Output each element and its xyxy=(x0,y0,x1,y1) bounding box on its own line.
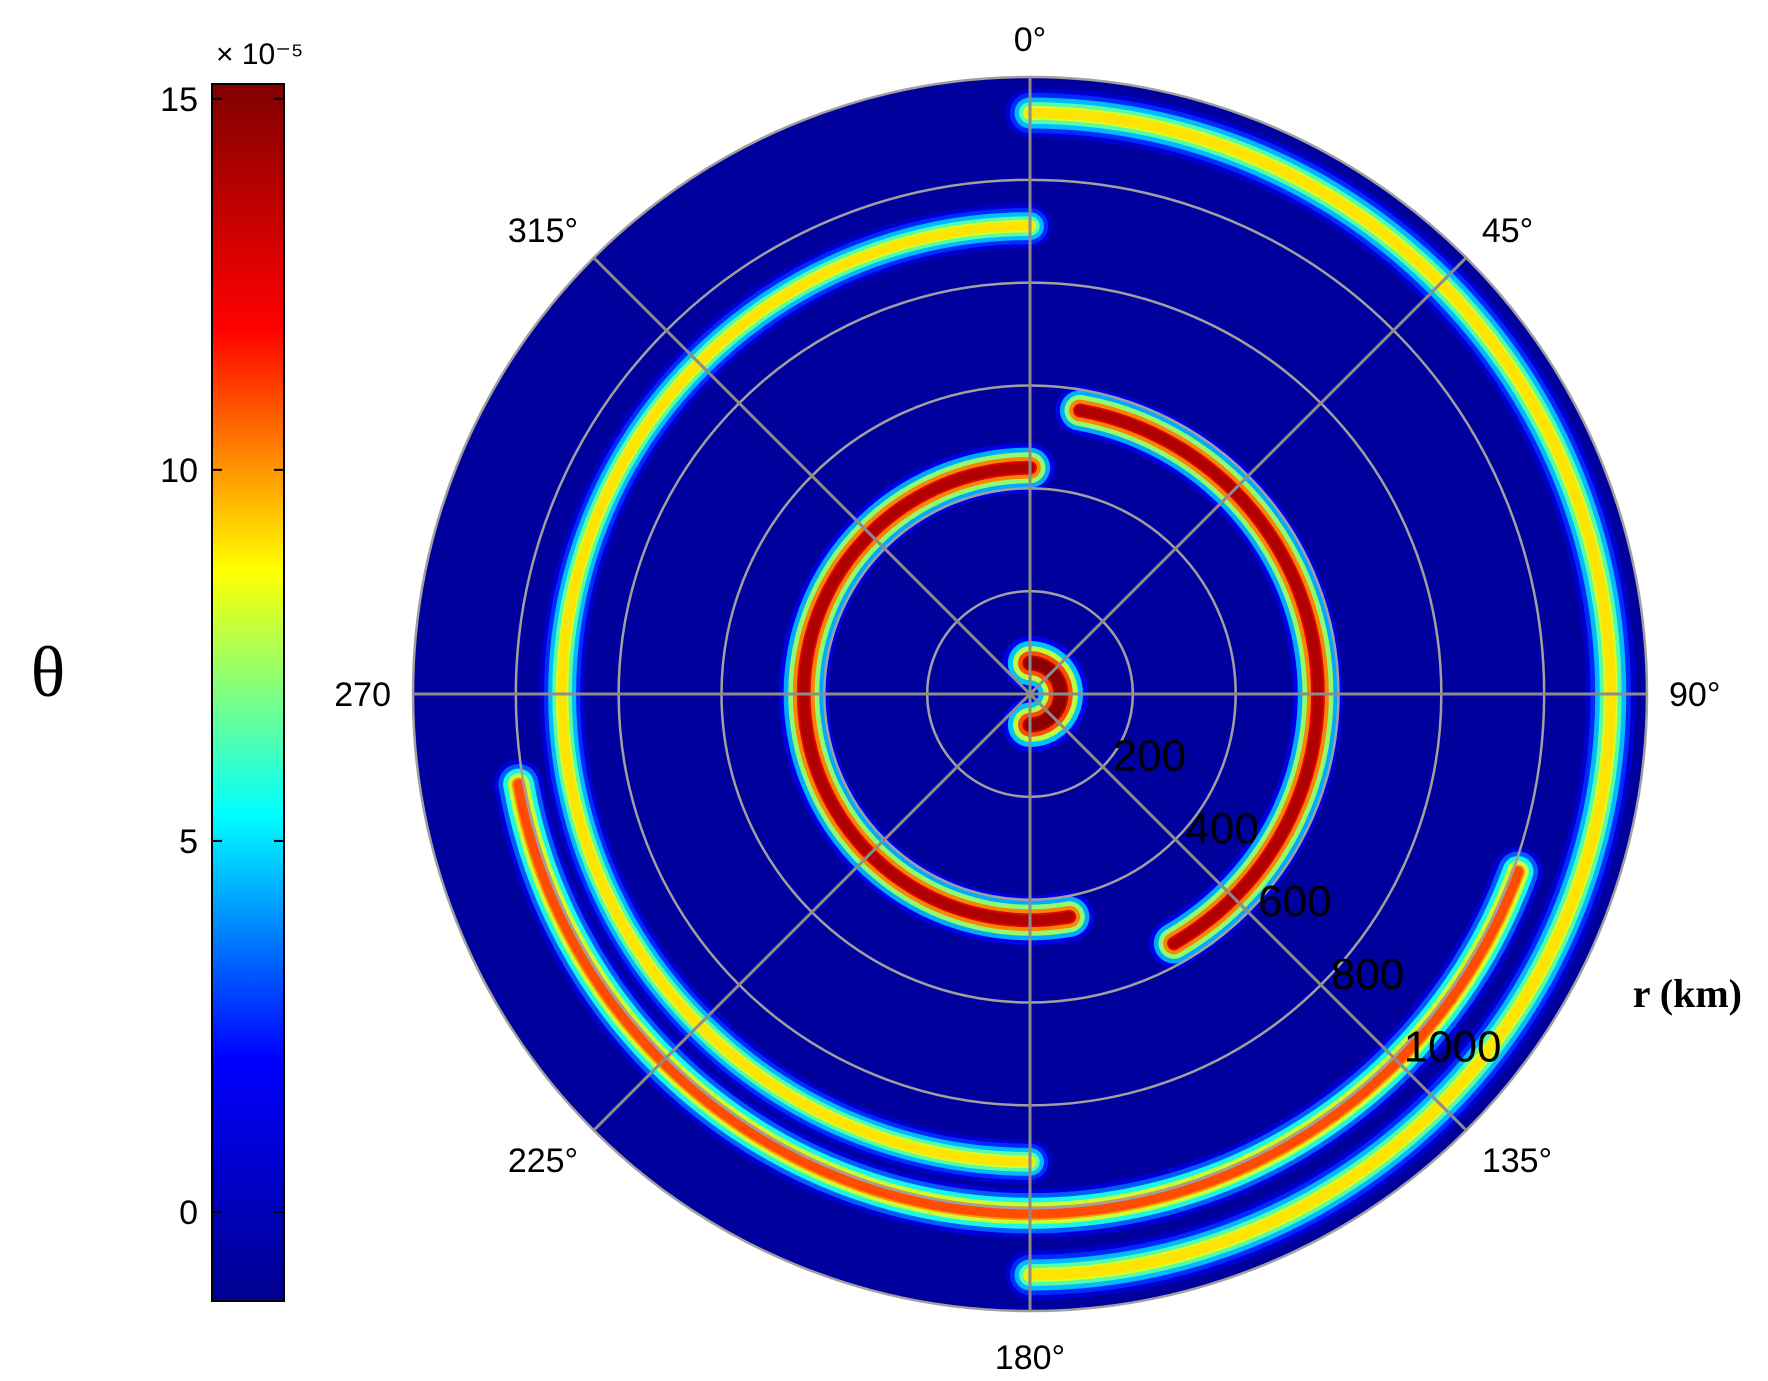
polar-grid xyxy=(411,75,1649,1313)
angular-tick-label: 45° xyxy=(1482,212,1533,250)
angular-tick-label: 180° xyxy=(995,1339,1065,1377)
radial-axis-label: r (km) xyxy=(1633,971,1742,1016)
colorbar-tick-label: 15 xyxy=(160,81,198,119)
heatmap-ring-outer-arc-south xyxy=(513,779,1524,1219)
angular-tick-label: 0° xyxy=(1014,21,1047,59)
colorbar-tick-label: 0 xyxy=(179,1194,198,1232)
radial-tick-label: 800 xyxy=(1331,950,1404,999)
colorbar: 15 10 5 0 × 10⁻⁵ θ xyxy=(31,38,304,1302)
colorbar-ticks: 15 10 5 0 xyxy=(160,81,284,1232)
colorbar-bar xyxy=(211,83,285,1302)
heatmap-ring-middle-arc xyxy=(1074,405,1323,949)
angular-grid-spoke xyxy=(592,256,1032,696)
angular-tick-label: 225° xyxy=(508,1142,578,1180)
radial-tick-label: 1000 xyxy=(1404,1023,1502,1072)
radial-tick-label: 400 xyxy=(1185,804,1258,853)
colorbar-label: θ xyxy=(31,632,66,712)
colorbar-tick-label: 10 xyxy=(160,452,198,490)
angular-tick-label: 315° xyxy=(508,212,578,250)
angular-tick-label: 270 xyxy=(334,676,391,714)
colorbar-tick-label: 5 xyxy=(179,823,198,861)
radial-tick-label: 600 xyxy=(1258,877,1331,926)
angular-grid-spoke xyxy=(592,692,1032,1132)
radial-tick-label: 200 xyxy=(1113,732,1186,781)
angular-tick-label: 135° xyxy=(1482,1142,1552,1180)
angular-tick-labels: 0° 45° 90° 135° 180° 225° 270 315° xyxy=(334,21,1720,1377)
angular-grid-spoke xyxy=(1028,256,1468,696)
colorbar-exponent-label: × 10⁻⁵ xyxy=(216,38,304,71)
polar-plot: 0° 45° 90° 135° 180° 225° 270 315° 200 400600800… xyxy=(334,21,1742,1377)
heatmap-ring-inner-arc xyxy=(798,462,1075,926)
angular-grid-spoke xyxy=(1028,692,1468,1132)
angular-tick-label: 90° xyxy=(1669,676,1720,714)
